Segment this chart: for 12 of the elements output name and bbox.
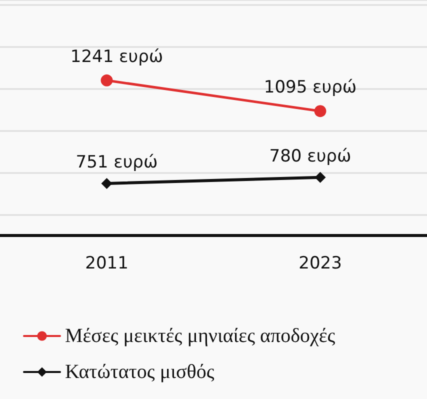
data-label: 1095 ευρώ: [264, 78, 357, 98]
data-label: 780 ευρώ: [269, 146, 352, 166]
point: [101, 178, 112, 189]
x-tick-label: 2023: [298, 254, 342, 274]
x-tick-label: 2011: [85, 254, 128, 274]
legend-label: Κατώτατος μισθός: [65, 361, 214, 383]
point: [100, 74, 113, 86]
data-label: 751 ευρώ: [76, 152, 158, 172]
data-label: 1241 ευρώ: [70, 46, 164, 67]
point: [314, 172, 326, 183]
legend-label: Μέσες μεικτές μηνιαίες αποδοχές: [65, 325, 336, 347]
point: [314, 105, 326, 118]
